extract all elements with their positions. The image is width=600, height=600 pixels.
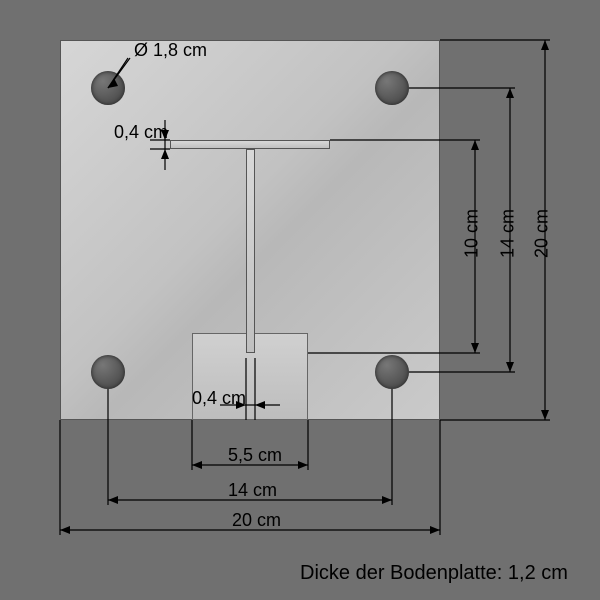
dim-label-diameter: Ø 1,8 cm <box>134 40 207 61</box>
footer-note: Dicke der Bodenplatte: 1,2 cm <box>300 562 568 585</box>
bolt-hole <box>91 355 125 389</box>
bolt-hole <box>375 355 409 389</box>
dim-label-0-4-v: 0,4 cm <box>114 122 168 143</box>
dim-label-20-v: 20 cm <box>532 209 553 258</box>
dim-label-20-h: 20 cm <box>232 510 281 531</box>
t-flange <box>170 140 330 149</box>
dim-label-10-v: 10 cm <box>462 209 483 258</box>
bolt-hole <box>91 71 125 105</box>
dim-label-5-5: 5,5 cm <box>228 445 282 466</box>
t-web <box>246 149 255 353</box>
diagram-stage: Ø 1,8 cm 0,4 cm 0,4 cm 5,5 cm 14 cm 20 c… <box>0 0 600 600</box>
dim-label-0-4-h: 0,4 cm <box>192 388 246 409</box>
dim-label-14-h: 14 cm <box>228 480 277 501</box>
bolt-hole <box>375 71 409 105</box>
dim-label-14-v: 14 cm <box>498 209 519 258</box>
